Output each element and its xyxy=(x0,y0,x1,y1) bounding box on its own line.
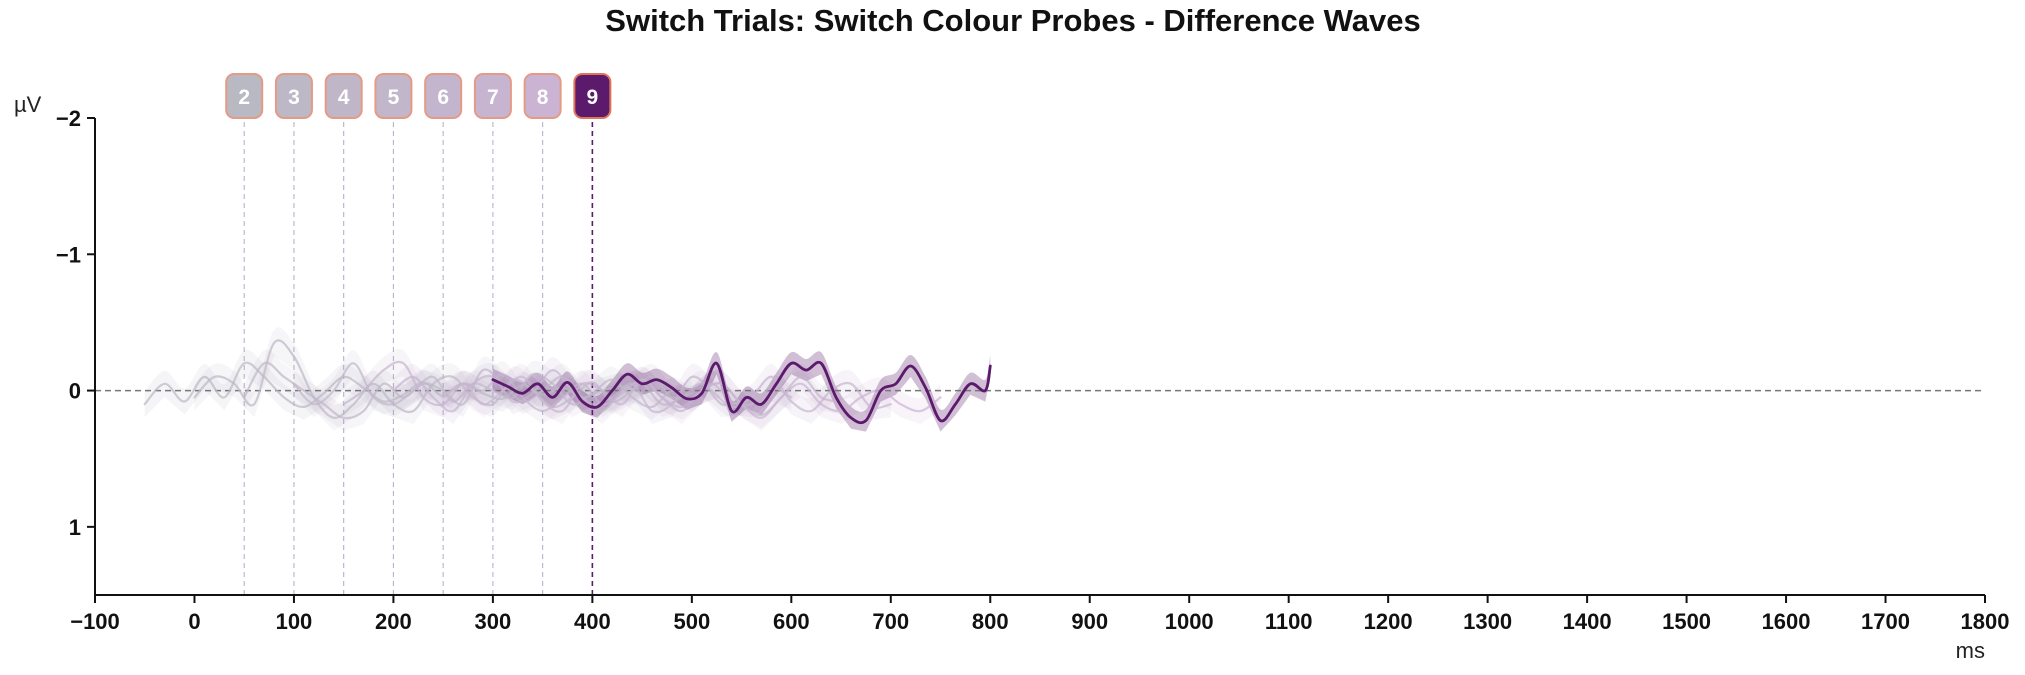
axes: −100 0 100 200 300 400 500 600 700 800 900 1000 1100… xyxy=(56,106,2010,634)
x-tick-label: 100 xyxy=(276,609,313,634)
x-tick-label: 1000 xyxy=(1165,609,1214,634)
x-tick-label: 1200 xyxy=(1364,609,1413,634)
series-5-badge[interactable] xyxy=(374,73,413,119)
series-8-badge[interactable] xyxy=(523,73,562,119)
series-5-line xyxy=(292,362,793,409)
x-tick-label: 1600 xyxy=(1762,609,1811,634)
series-3-badge-label: 3 xyxy=(288,86,300,109)
series-3-line xyxy=(193,339,693,419)
y-tick-label: −2 xyxy=(56,106,81,131)
series-6-band xyxy=(343,348,842,429)
x-tick-label: −100 xyxy=(70,609,120,634)
x-tick-label: 1500 xyxy=(1662,609,1711,634)
series-4-band xyxy=(244,349,742,431)
series-4-badge[interactable] xyxy=(324,73,363,119)
x-tick-label: 600 xyxy=(773,609,810,634)
series-6-line xyxy=(342,360,843,417)
y-tick-label: 0 xyxy=(69,379,81,404)
x-tick-label: 1800 xyxy=(1961,609,2010,634)
series-7-band xyxy=(393,357,891,424)
x-tick-label: 0 xyxy=(188,609,200,634)
series-7-line xyxy=(392,369,892,414)
series-9-badge[interactable] xyxy=(573,73,612,119)
series-9-band xyxy=(492,351,991,432)
y-axis-unit-label: µV xyxy=(14,92,42,117)
x-axis-unit-label: ms xyxy=(1956,638,1985,663)
x-tick-label: 1100 xyxy=(1265,609,1313,634)
series-2-badge-label: 2 xyxy=(238,86,250,109)
x-tick-label: 400 xyxy=(574,609,611,634)
series-8-badge-label: 8 xyxy=(537,86,549,109)
x-tick-label: 1400 xyxy=(1563,609,1612,634)
series-4-line xyxy=(243,361,743,420)
series-9-line xyxy=(491,360,992,425)
series-6-badge[interactable] xyxy=(424,73,463,119)
series-8-band xyxy=(443,363,941,431)
x-tick-label: 1300 xyxy=(1463,609,1512,634)
x-tick-label: 300 xyxy=(475,609,512,634)
y-tick-label: −1 xyxy=(56,242,81,267)
y-tick-label: 1 xyxy=(69,515,81,540)
chart-title: Switch Trials: Switch Colour Probes - Di… xyxy=(605,3,1420,38)
x-tick-label: 1700 xyxy=(1861,609,1910,634)
series-3-badge[interactable] xyxy=(274,73,313,119)
series-5-badge-label: 5 xyxy=(388,86,400,109)
series-badges[interactable]: 2 3 4 5 6 7 8 9 xyxy=(225,73,612,119)
series-4-badge-label: 4 xyxy=(338,86,350,109)
x-tick-label: 900 xyxy=(1071,609,1108,634)
x-tick-label: 500 xyxy=(673,609,710,634)
series-9-badge-label: 9 xyxy=(587,86,599,109)
series-7-badge-label: 7 xyxy=(487,86,499,109)
x-tick-label: 200 xyxy=(375,609,412,634)
series-2-badge[interactable] xyxy=(225,73,264,119)
x-tick-label: 700 xyxy=(872,609,909,634)
series-6-badge-label: 6 xyxy=(437,86,449,109)
onset-markers xyxy=(243,95,594,595)
difference-waves xyxy=(143,339,992,425)
series-7-badge[interactable] xyxy=(473,73,512,119)
x-tick-label: 800 xyxy=(972,609,1009,634)
